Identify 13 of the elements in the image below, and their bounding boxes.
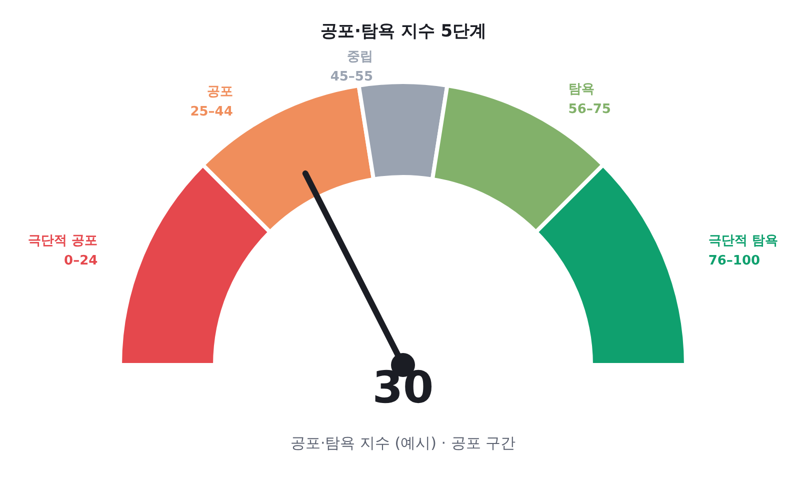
text: 공포·탐욕 지수 (예시) · 공포 구간 bbox=[290, 434, 516, 452]
text: 30 bbox=[372, 362, 434, 414]
chart-title: 공포·탐욕 지수 5단계 bbox=[320, 22, 487, 42]
slice-label: 공포 bbox=[206, 84, 233, 100]
slice-label: 극단적 공포 bbox=[28, 233, 98, 248]
data-label: 56–75 bbox=[568, 102, 611, 117]
slice-label: 극단적 탐욕 bbox=[708, 233, 778, 248]
data-label: 76–100 bbox=[708, 253, 760, 268]
slice-label: 중립 bbox=[347, 50, 373, 64]
data-label: 45–55 bbox=[330, 70, 373, 84]
slice-label: 탐욕 bbox=[568, 82, 594, 97]
data-label: 0–24 bbox=[64, 253, 98, 268]
data-label: 25–44 bbox=[190, 104, 233, 120]
